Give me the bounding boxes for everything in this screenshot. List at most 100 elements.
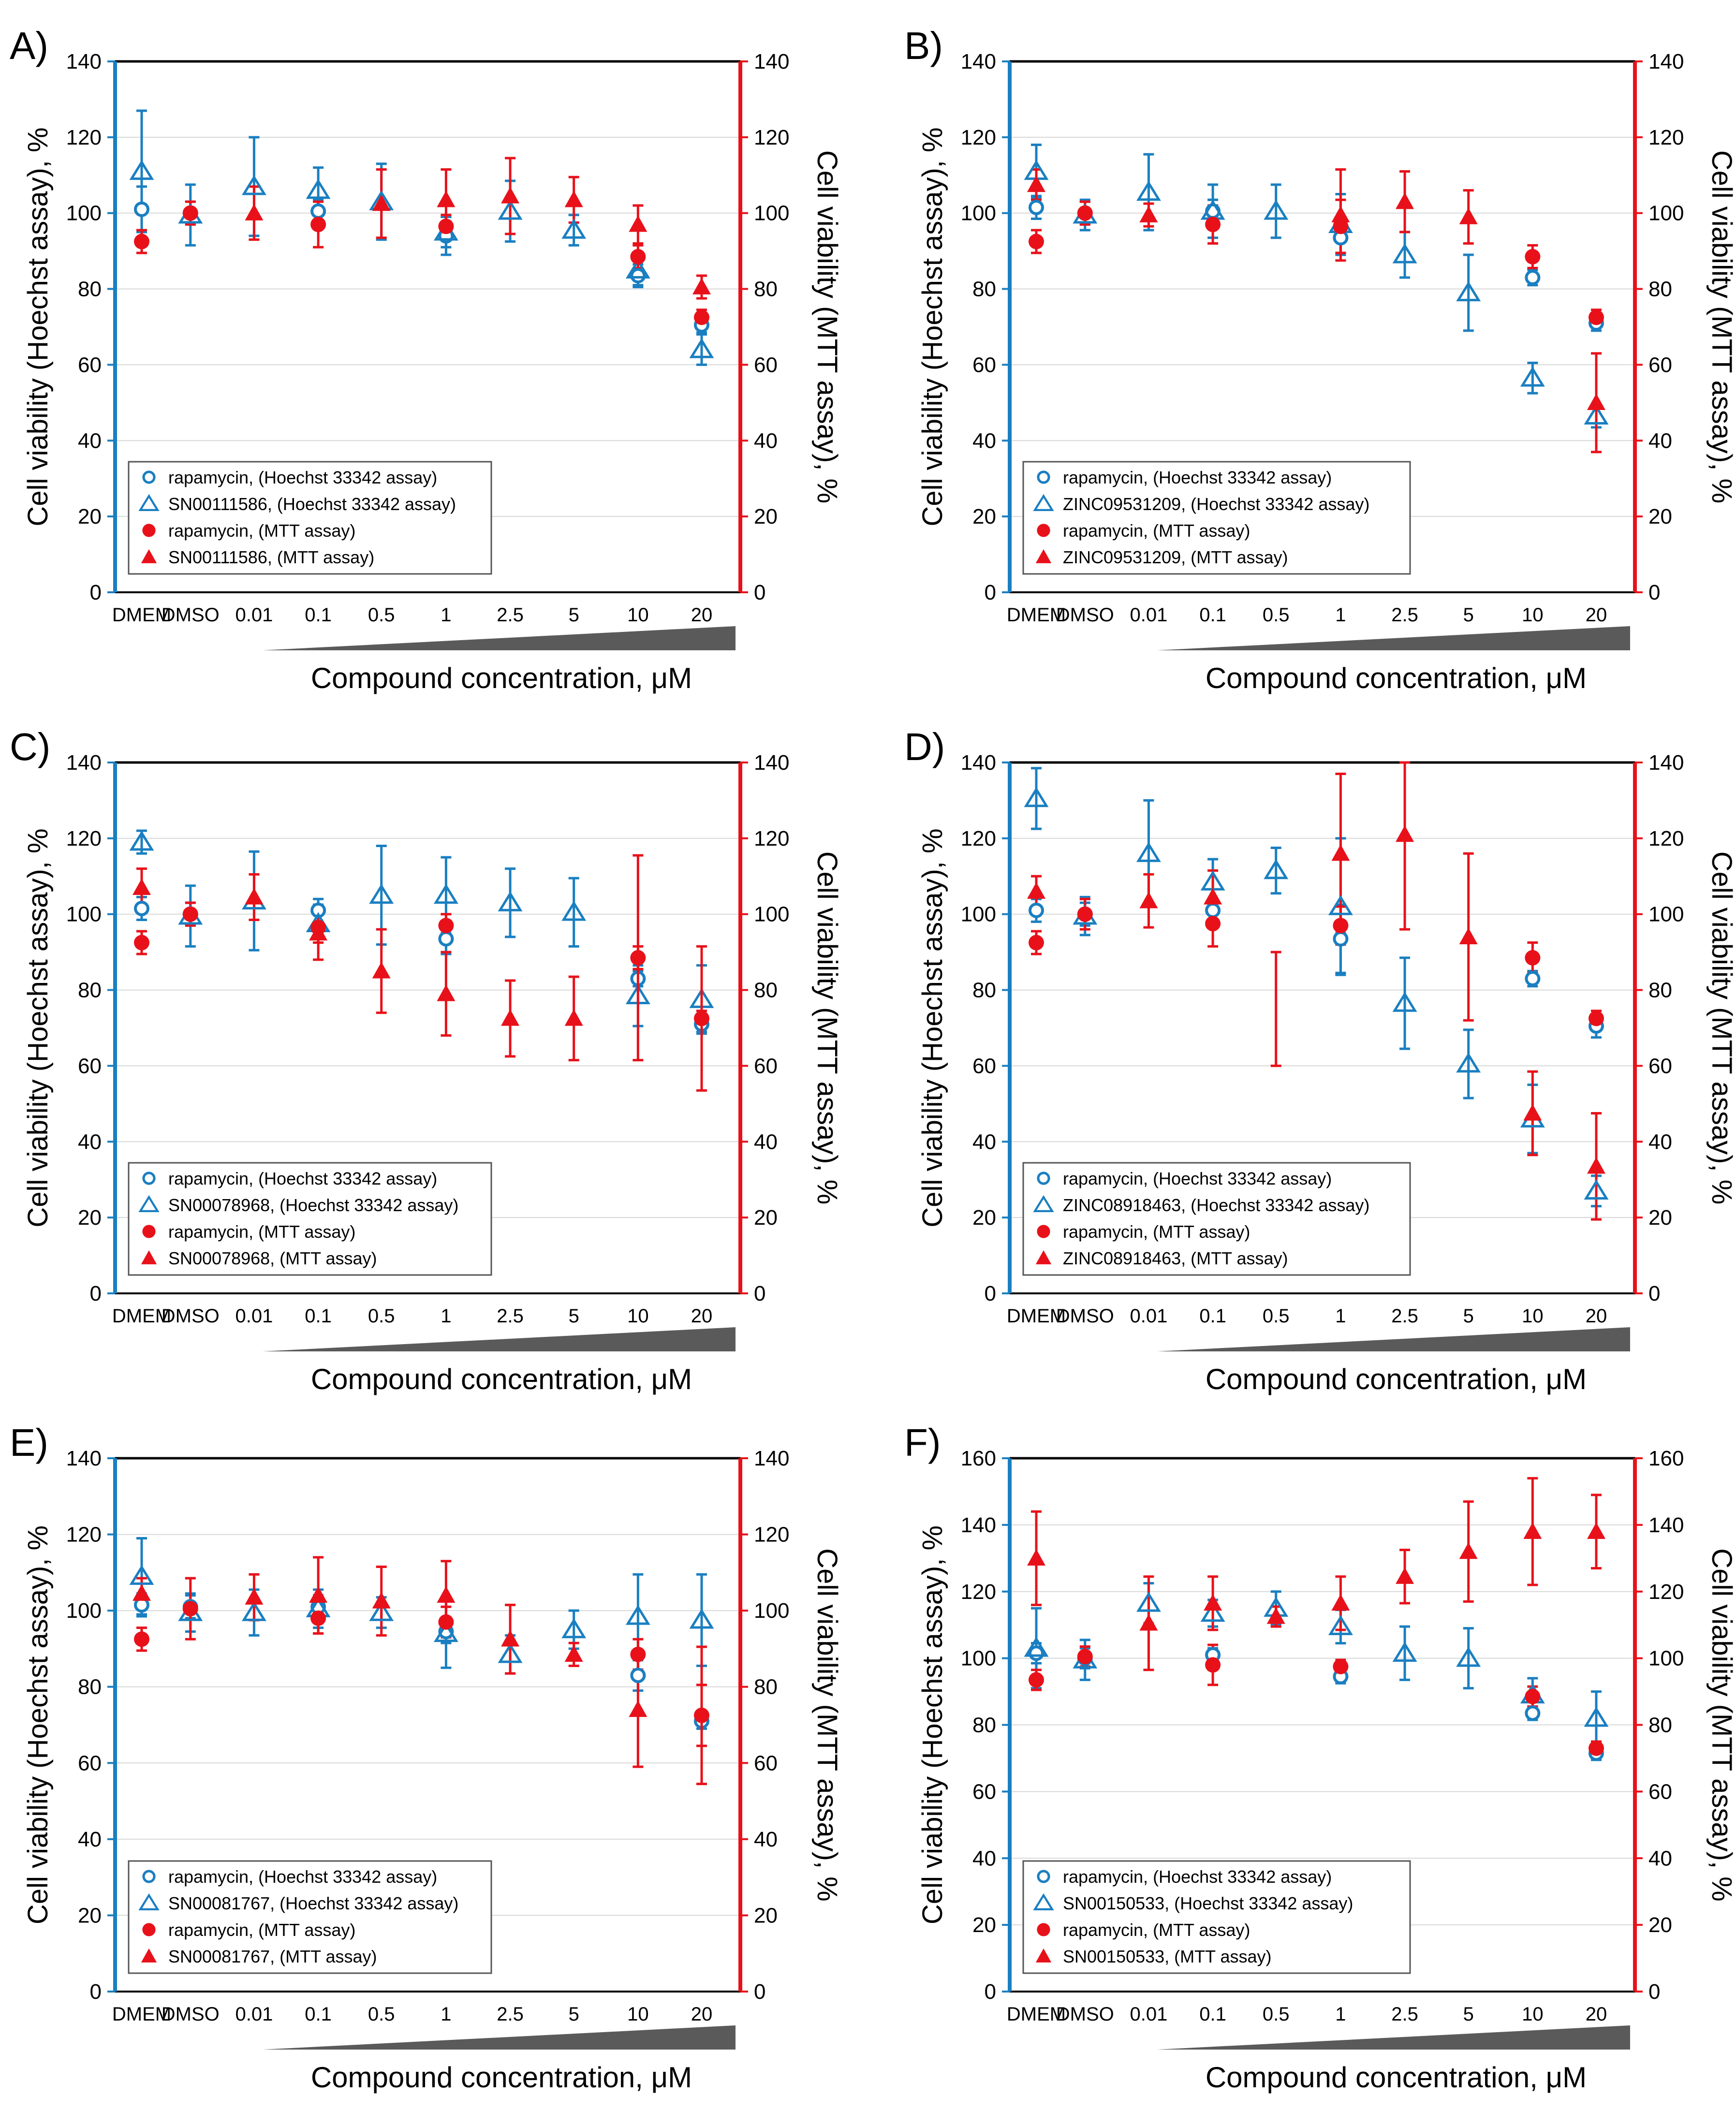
legend-entry-label: ZINC09531209, (Hoechst 33342 assay): [1063, 494, 1369, 514]
x-tick-label: 5: [1463, 604, 1474, 626]
triangle-open-marker: [1024, 787, 1049, 807]
right-tick-label: 100: [754, 1599, 789, 1623]
panel-label: F): [904, 1421, 941, 1464]
x-tick-label: 10: [1522, 2004, 1544, 2025]
panel-label: A): [10, 24, 48, 67]
x-tick-label: DMSO: [1056, 2004, 1114, 2025]
left-tick-label: 140: [961, 50, 996, 73]
circle-open-marker: [142, 470, 156, 484]
circle-filled-marker: [182, 205, 198, 221]
legend-box: [128, 1860, 492, 1974]
circle-filled-marker: [1333, 1658, 1349, 1674]
triangle-open-marker: [625, 258, 650, 279]
circle-filled-marker: [1333, 918, 1349, 934]
right-tick-label: 120: [754, 126, 789, 149]
triangle-filled-marker: [1266, 1607, 1285, 1624]
legend-entry-label: ZINC08918463, (Hoechst 33342 assay): [1063, 1195, 1369, 1215]
triangle-open-marker: [1024, 1637, 1049, 1657]
legend-box: [128, 461, 492, 575]
left-tick-label: 0: [985, 1980, 996, 2004]
x-tick-label: 10: [1522, 604, 1544, 626]
triangle-filled-marker: [1027, 882, 1045, 899]
right-tick-label: 40: [1648, 1846, 1672, 1870]
right-tick-label: 140: [1648, 50, 1684, 73]
right-tick-label: 100: [1648, 903, 1684, 926]
x-tick-label: 2.5: [1391, 2004, 1418, 2025]
x-tick-label: 10: [627, 604, 649, 626]
x-tick-label: 10: [627, 1305, 649, 1327]
circle-open-marker: [630, 1668, 646, 1684]
right-axis-label: Cell viability (MTT assay), %: [811, 851, 843, 1205]
x-tick-label: 1: [1335, 2004, 1346, 2025]
legend-entry-label: ZINC09531209, (MTT assay): [1063, 547, 1288, 567]
legend-box: [128, 1162, 492, 1276]
x-tick-label: 0.01: [235, 2004, 273, 2025]
legend-entry-label: rapamycin, (MTT assay): [1063, 1920, 1250, 1940]
right-tick-label: 20: [754, 505, 778, 528]
triangle-open-marker: [306, 178, 331, 199]
triangle-open-marker: [498, 1642, 523, 1663]
circle-filled-marker: [310, 217, 326, 233]
circle-open-marker: [1029, 199, 1044, 215]
x-tick-label: 0.01: [1130, 604, 1167, 626]
x-tick-label: 20: [691, 604, 713, 626]
x-tick-label: 0.1: [1199, 2004, 1226, 2025]
panel-label: C): [10, 725, 50, 768]
triangle-open-marker: [561, 901, 587, 921]
concentration-ramp: [1157, 1327, 1630, 1351]
triangle-filled-marker: [1204, 1594, 1222, 1611]
legend-entry-label: rapamycin, (Hoechst 33342 assay): [1063, 1867, 1332, 1887]
legend-entry-label: rapamycin, (Hoechst 33342 assay): [168, 1169, 437, 1188]
circle-filled-marker: [1205, 217, 1221, 233]
legend-entry-label: ZINC08918463, (MTT assay): [1063, 1248, 1288, 1268]
circle-filled-marker: [1205, 1657, 1221, 1673]
right-tick-label: 60: [1648, 353, 1672, 377]
circle-open-marker: [134, 900, 149, 916]
circle-filled-marker: [1037, 1923, 1050, 1936]
triangle-filled-marker: [1587, 393, 1605, 410]
right-tick-label: 20: [1648, 1913, 1672, 1937]
circle-filled-marker: [182, 1601, 198, 1617]
right-tick-label: 40: [1648, 429, 1672, 453]
circle-open-marker: [1029, 1645, 1044, 1661]
triangle-open-marker: [1264, 859, 1289, 879]
x-axis-label: Compound concentration, μM: [311, 1363, 692, 1395]
x-tick-label: 0.1: [305, 2004, 332, 2025]
x-tick-label: 20: [1586, 2004, 1607, 2025]
x-tick-label: 0.1: [1199, 604, 1226, 626]
right-tick-label: 20: [1648, 1206, 1672, 1230]
circle-open-marker: [142, 1172, 156, 1185]
circle-open-marker: [630, 268, 646, 284]
x-tick-label: 0.1: [1199, 1305, 1226, 1327]
x-tick-label: 2.5: [1391, 604, 1418, 626]
x-tick-label: 2.5: [497, 1305, 524, 1327]
triangle-filled-marker: [132, 878, 151, 895]
triangle-filled-marker: [437, 190, 456, 207]
triangle-open-marker: [1136, 1592, 1161, 1612]
triangle-filled-marker: [692, 278, 711, 294]
left-tick-label: 20: [972, 1913, 996, 1937]
circle-filled-marker: [630, 249, 646, 264]
circle-open-marker: [142, 1870, 156, 1883]
left-tick-label: 20: [78, 1206, 102, 1230]
right-tick-label: 0: [1648, 1980, 1660, 2004]
triangle-filled-marker: [1139, 1614, 1158, 1631]
right-tick-label: 0: [1648, 1282, 1660, 1305]
triangle-open-marker: [138, 1893, 160, 1911]
right-tick-label: 100: [1648, 1647, 1684, 1670]
left-tick-label: 120: [66, 827, 102, 850]
left-tick-label: 80: [972, 1714, 996, 1737]
triangle-open-marker: [369, 1601, 394, 1621]
legend-entry-label: rapamycin, (Hoechst 33342 assay): [168, 1867, 437, 1887]
right-axis-label: Cell viability (MTT assay), %: [1706, 150, 1736, 504]
circle-filled-marker: [134, 935, 149, 951]
triangle-open-marker: [689, 1609, 714, 1629]
circle-filled-marker: [630, 1646, 646, 1662]
triangle-filled-marker: [245, 1588, 264, 1605]
x-tick-label: DMEM: [112, 1305, 171, 1327]
right-tick-label: 80: [754, 979, 778, 1002]
